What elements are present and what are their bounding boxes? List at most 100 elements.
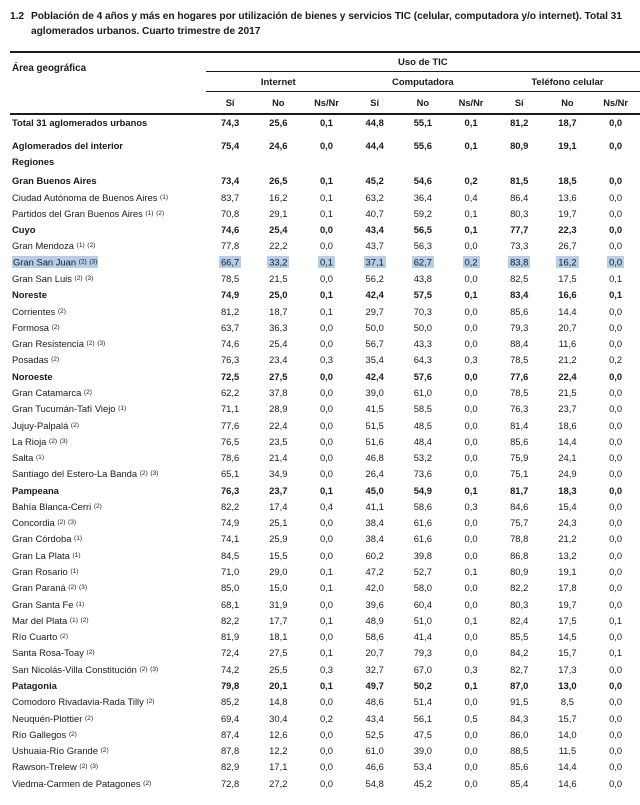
table-row[interactable]: Aglomerados del interior 75,4 24,6 0,0 44,4 5… — [10, 131, 640, 154]
table-row[interactable]: Gran San Luis (2) (3) 78,5 21,5 0,0 56,2 43,8… — [10, 270, 640, 286]
value-text: 0,1 — [609, 614, 623, 626]
row-value: 0,0 — [592, 303, 640, 319]
table-row[interactable]: Regiones — [10, 154, 640, 170]
row-label: Patagonia — [10, 677, 206, 693]
table-row[interactable]: Noreste 74,9 25,0 0,1 42,4 57,5 0,1 83,4 16,6 0,1 — [10, 287, 640, 303]
table-row[interactable]: Mar del Plata (1) (2) 82,2 17,7 0,1 48,9 51,0… — [10, 612, 640, 628]
table-row[interactable]: Total 31 aglomerados urbanos 74,3 25,6 0,1 4… — [10, 115, 640, 131]
row-value: 0,0 — [592, 401, 640, 417]
table-row[interactable]: Santiago del Estero-La Banda (2) (3) 65,1… — [10, 466, 640, 482]
value-text: 51,0 — [413, 614, 432, 626]
value-text: 61,6 — [413, 517, 432, 529]
table-row[interactable]: Corrientes (2) 81,2 18,7 0,1 29,7 70,3 0,0 85,6… — [10, 303, 640, 319]
table-row[interactable]: Gran Rosario (1) 71,0 29,0 0,1 47,2 52,7 0,1 80… — [10, 563, 640, 579]
row-label: Jujuy-Palpalá (2) — [10, 417, 206, 433]
table-row[interactable]: Formosa (2) 63,7 36,3 0,0 50,0 50,0 0,0 79,3 20,… — [10, 319, 640, 335]
row-value: 66,7 — [206, 254, 254, 270]
table-row[interactable]: Río Cuarto (2) 81,9 18,1 0,0 58,6 41,4 0,0 85,5… — [10, 629, 640, 645]
table-row[interactable]: Gran Mendoza (1) (2) 77,8 22,2 0,0 43,7 56,3 0… — [10, 238, 640, 254]
row-label-text: Concordia (2) (3) — [12, 517, 77, 529]
table-row[interactable]: Santa Rosa-Toay (2) 72,4 27,5 0,1 20,7 79,3 0,… — [10, 645, 640, 661]
table-row[interactable]: Partidos del Gran Buenos Aires (1) (2) 70… — [10, 205, 640, 221]
area-header-cell: Área geográfica — [10, 53, 206, 92]
row-value: 29,0 — [254, 563, 302, 579]
table-row[interactable]: San Nicolás-Villa Constitución (2) (3) 74… — [10, 661, 640, 677]
footnote-marker: (1) — [72, 551, 81, 559]
table-row[interactable]: Gran San Juan (2) (3) 66,7 33,2 0,1 37,1 62,7… — [10, 254, 640, 270]
table-row[interactable]: Río Gallegos (2) 87,4 12,6 0,0 52,5 47,5 0,0 86… — [10, 726, 640, 742]
row-value: 71,0 — [206, 563, 254, 579]
value-text: 62,2 — [220, 386, 240, 398]
value-text: 56,1 — [413, 712, 432, 724]
table-row[interactable]: La Rioja (2) (3) 76,5 23,5 0,0 51,6 48,4 0,0 85… — [10, 433, 640, 449]
table-row[interactable]: Gran Catamarca (2) 62,2 37,8 0,0 39,0 61,0 0,0… — [10, 384, 640, 400]
row-value: 39,0 — [399, 743, 447, 759]
value-text: 67,0 — [413, 663, 432, 675]
value-text: 0,1 — [319, 614, 333, 626]
table-row[interactable]: Ushuaia-Río Grande (2) 87,8 12,2 0,0 61,0 39,… — [10, 743, 640, 759]
row-value: 0,0 — [447, 515, 495, 531]
table-row[interactable]: Salta (1) 78,6 21,4 0,0 46,8 53,2 0,0 75,9 24,1 0… — [10, 449, 640, 465]
table-row[interactable]: Cuyo 74,6 25,4 0,0 43,4 56,5 0,1 77,7 22,3 0,0 — [10, 222, 640, 238]
row-value: 27,5 — [254, 368, 302, 384]
value-text: 44,4 — [365, 139, 384, 151]
value-text: 0,0 — [609, 517, 623, 529]
table-row[interactable]: Gran Santa Fe (1) 68,1 31,9 0,0 39,6 60,4 0,0 8… — [10, 596, 640, 612]
table-row[interactable]: Gran Paraná (2) (3) 85,0 15,0 0,1 42,0 58,0 0,… — [10, 580, 640, 596]
table-row[interactable]: Neuquén-Plottier (2) 69,4 30,4 0,2 43,4 56,1 0… — [10, 710, 640, 726]
table-row[interactable]: Gran Tucumán-Tafí Viejo (1) 71,1 28,9 0,0 41… — [10, 401, 640, 417]
row-value: 17,3 — [543, 661, 591, 677]
row-value: 42,4 — [351, 368, 399, 384]
table-row[interactable]: Gran Resistencia (2) (3) 74,6 25,4 0,0 56,7 4… — [10, 335, 640, 351]
value-text: 46,6 — [365, 761, 384, 773]
table-row[interactable]: Comodoro Rivadavia-Rada Tilly (2) 85,2 14,… — [10, 694, 640, 710]
row-value: 41,5 — [351, 401, 399, 417]
footnote-marker: (2) — [57, 307, 66, 315]
table-row[interactable]: Viedma-Carmen de Patagones (2) 72,8 27,2 0,… — [10, 775, 640, 791]
table-row[interactable]: Rawson-Trelew (2) (3) 82,9 17,1 0,0 46,6 53,4… — [10, 759, 640, 775]
table-row[interactable]: Bahía Blanca-Cerri (2) 82,2 17,4 0,4 41,1 58,… — [10, 498, 640, 514]
value-text: 0,0 — [319, 696, 333, 708]
value-text: 21,2 — [558, 533, 577, 545]
row-value: 0,0 — [447, 335, 495, 351]
footnote-marker: (2) — [80, 616, 89, 624]
table-row[interactable]: Patagonia 79,8 20,1 0,1 49,7 50,2 0,1 87,0 13,0 0… — [10, 677, 640, 693]
row-value: 0,0 — [302, 775, 350, 791]
row-value: 76,3 — [206, 352, 254, 368]
row-value: 0,0 — [302, 335, 350, 351]
value-text: 14,4 — [558, 435, 577, 447]
table-row[interactable]: Noroeste 72,5 27,5 0,0 42,4 57,6 0,0 77,6 22,4 0,… — [10, 368, 640, 384]
value-text: 55,6 — [413, 139, 432, 151]
table-row[interactable]: Pampeana 76,3 23,7 0,1 45,0 54,9 0,1 81,7 18,3 0,… — [10, 482, 640, 498]
table-row[interactable]: Jujuy-Palpalá (2) 77,6 22,4 0,0 51,5 48,5 0,0 8… — [10, 417, 640, 433]
row-value: 81,9 — [206, 629, 254, 645]
value-text: 0,2 — [319, 712, 333, 724]
row-value: 0,1 — [447, 482, 495, 498]
value-text: 29,1 — [269, 207, 288, 219]
value-text: 12,6 — [269, 728, 288, 740]
row-value: 37,1 — [351, 254, 399, 270]
row-label-text: Gran Córdoba (1) — [12, 533, 83, 545]
value-text: 55,1 — [413, 117, 432, 129]
table-row[interactable]: Ciudad Autónoma de Buenos Aires (1) 83,7 1… — [10, 189, 640, 205]
row-value: 14,4 — [543, 303, 591, 319]
row-label-text: Jujuy-Palpalá (2) — [12, 419, 79, 431]
subheader-celular-si: Sí — [514, 97, 524, 108]
value-text: 56,5 — [413, 224, 432, 236]
value-text: 0,0 — [319, 728, 333, 740]
table-row[interactable]: Gran Córdoba (1) 74,1 25,9 0,0 38,4 61,6 0,0 78… — [10, 531, 640, 547]
row-label: Noroeste — [10, 368, 206, 384]
table-row[interactable]: Gran La Plata (1) 84,5 15,5 0,0 60,2 39,8 0,0 8… — [10, 547, 640, 563]
value-text: 0,0 — [609, 321, 623, 333]
header-row-subheaders: Sí No Ns/Nr Sí No Ns/Nr Sí No Ns/Nr — [10, 91, 640, 114]
row-value: 15,7 — [543, 710, 591, 726]
footnote-marker: (2) — [139, 470, 148, 478]
value-text: 0,1 — [319, 191, 333, 203]
row-value: 0,0 — [302, 743, 350, 759]
value-text: 44,8 — [365, 117, 384, 129]
value-text: 71,0 — [220, 566, 240, 578]
value-text: 85,0 — [220, 582, 240, 594]
table-row[interactable]: Posadas (2) 76,3 23,4 0,3 35,4 64,3 0,3 78,5 21,… — [10, 352, 640, 368]
table-row[interactable]: Gran Buenos Aires 73,4 26,5 0,1 45,2 54,6 0,2 8… — [10, 170, 640, 189]
table-row[interactable]: Concordia (2) (3) 74,9 25,1 0,0 38,4 61,6 0,0 7… — [10, 515, 640, 531]
